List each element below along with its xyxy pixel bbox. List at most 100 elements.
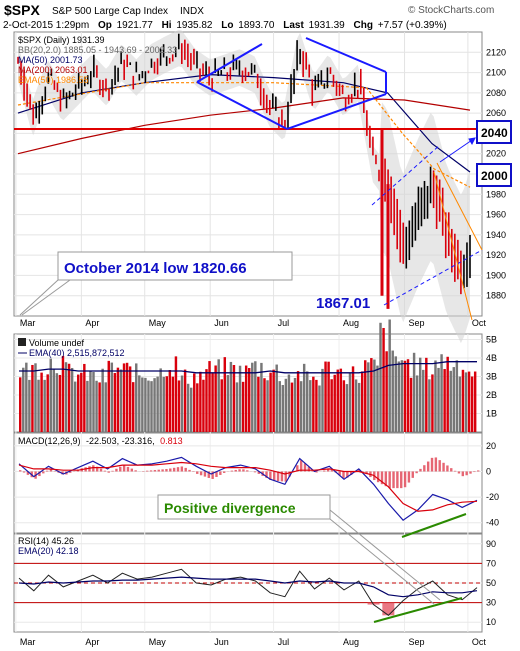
ema50-line xyxy=(17,82,471,188)
legend-rsi-ema: EMA(20) 42.18 xyxy=(18,546,79,556)
macd-histogram-bar xyxy=(419,468,422,472)
volume-bar xyxy=(312,376,315,432)
volume-bar xyxy=(290,382,294,432)
macd-legend: MACD(12,26,9) -22.503, -23.316, 0.813 xyxy=(18,436,183,446)
volume-bar xyxy=(186,383,190,432)
volume-ema-line xyxy=(19,361,477,374)
volume-bar xyxy=(397,361,401,432)
volume-bar xyxy=(107,360,110,432)
volume-bar xyxy=(49,358,52,432)
volume-bar xyxy=(153,378,156,432)
volume-bar xyxy=(64,362,68,432)
macd-histogram-bar xyxy=(122,465,126,472)
volume-bar xyxy=(92,372,95,432)
volume-bar xyxy=(425,357,428,432)
volume-bar xyxy=(260,362,263,432)
macd-histogram-bar xyxy=(207,471,210,478)
macd-histogram-bar xyxy=(453,470,457,472)
volume-bar xyxy=(400,360,404,432)
rsi-divergence-line xyxy=(373,597,463,623)
macd-histogram-bar xyxy=(161,469,164,472)
legend-rsi: RSI(14) 45.26 xyxy=(18,536,74,546)
volume-bar xyxy=(122,363,126,432)
macd-histogram-bar xyxy=(146,470,149,472)
volume-bar xyxy=(434,360,437,432)
macd-histogram-bar xyxy=(196,471,199,474)
price-tick-label: 2080 xyxy=(486,88,506,98)
legend-bb: BB(20,2.0) 1885.05 - 1943.69 - 2002.33 xyxy=(18,45,177,55)
volume-bar xyxy=(217,359,220,432)
macd-histogram-bar xyxy=(315,471,318,473)
low-1867-label: 1867.01 xyxy=(316,295,370,312)
macd-histogram-bar xyxy=(326,469,330,472)
macd-histogram-bar xyxy=(188,469,191,472)
volume-bar xyxy=(43,379,46,432)
month-label: Jun xyxy=(214,318,229,328)
macd-label: MACD(12,26,9) xyxy=(18,436,81,446)
volume-bar xyxy=(443,369,446,432)
macd-histogram-bar xyxy=(99,468,103,472)
volume-bar xyxy=(263,378,266,432)
volume-bar xyxy=(406,359,410,432)
volume-bar xyxy=(183,369,187,432)
level-2000-box xyxy=(476,163,512,187)
macd-histogram-bar xyxy=(330,469,334,472)
volume-bar xyxy=(467,371,471,432)
macd-histogram-bar xyxy=(130,468,134,472)
rsi-tick-label: 90 xyxy=(486,539,496,549)
divergence-pointer xyxy=(329,509,441,605)
macd-series xyxy=(18,456,480,521)
macd-histogram-bar xyxy=(434,457,438,472)
macd-histogram-bar xyxy=(199,471,203,476)
volume-bar xyxy=(391,350,394,432)
macd-histogram-bar xyxy=(426,461,430,472)
macd-histogram-bar xyxy=(299,460,303,472)
volume-bar xyxy=(110,362,114,432)
month-label-bottom: Mar xyxy=(20,637,36,647)
volume-bar xyxy=(409,377,413,432)
month-label: Jul xyxy=(278,318,290,328)
divergence-box xyxy=(157,494,331,520)
volume-bar xyxy=(135,363,138,432)
volume-bar xyxy=(370,358,373,432)
macd-histogram-bar xyxy=(465,471,468,476)
volume-bar xyxy=(309,380,312,432)
volume-bar xyxy=(73,381,77,432)
macd-histogram-bar xyxy=(469,471,472,474)
macd-histogram-bar xyxy=(38,471,41,477)
volume-bar xyxy=(67,363,71,432)
volume-bar xyxy=(248,368,251,432)
volume-bar xyxy=(299,381,303,432)
volume-bar xyxy=(116,367,120,432)
volume-bar xyxy=(162,376,165,432)
volume-bar xyxy=(229,361,233,432)
macd-tick-label: 0 xyxy=(486,466,491,476)
volume-bar xyxy=(80,372,83,432)
macd-histogram-bar xyxy=(119,466,122,472)
macd-histogram-bar xyxy=(400,471,403,489)
macd-histogram-bar xyxy=(430,457,434,472)
legend-volume: Volume undef xyxy=(29,338,85,348)
volume-bars xyxy=(19,319,477,432)
month-label: Apr xyxy=(85,318,99,328)
volume-bar xyxy=(266,380,269,432)
macd-histogram-bar xyxy=(265,471,268,478)
macd-histogram-bar xyxy=(234,469,237,472)
volume-bar xyxy=(449,370,452,432)
volume-bar xyxy=(131,382,135,432)
macd-histogram-bar xyxy=(222,471,226,473)
volume-bar xyxy=(284,378,288,432)
macd-histogram-bar xyxy=(45,470,49,472)
macd-histogram-bar xyxy=(311,470,314,472)
macd-histogram-bar xyxy=(303,463,307,472)
rsi-ema-line xyxy=(18,576,478,598)
volume-bar xyxy=(220,379,223,432)
volume-bar xyxy=(95,380,98,432)
volume-tick-label: 4B xyxy=(486,353,497,363)
month-label-bottom: Oct xyxy=(472,637,487,647)
pointer-line xyxy=(19,279,59,316)
macd-histogram-bar xyxy=(446,465,449,472)
volume-bar xyxy=(461,369,465,432)
macd-histogram-bar xyxy=(103,470,107,472)
macd-histogram-bar xyxy=(165,469,168,472)
